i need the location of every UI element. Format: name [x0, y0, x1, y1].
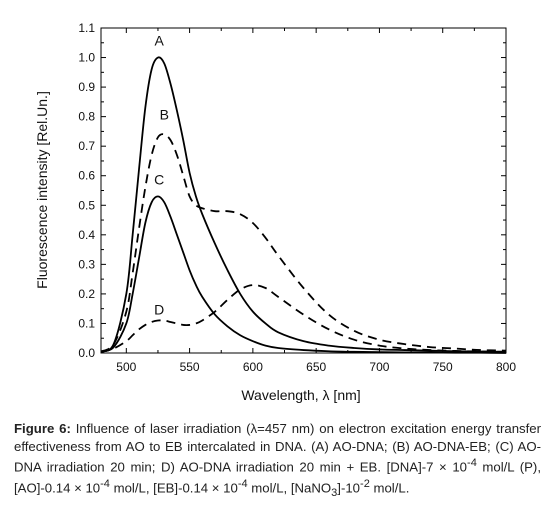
- fluorescence-chart: 500 550 600 650 700 750 800 0.0 0.1 0.2 0.3 0.4 0.5 0…: [34, 21, 516, 403]
- tick-labels: 500 550 600 650 700 750 800 0.0 0.1 0.2 0.3 0.4 0.5 0…: [78, 21, 516, 374]
- curve-label-a: A: [155, 33, 165, 49]
- x-tick-label: 700: [369, 360, 389, 374]
- series-line-b: [100, 133, 507, 353]
- y-tick-label: 0.4: [78, 228, 95, 242]
- y-tick-label: 0.3: [78, 257, 95, 271]
- caption-label: Figure 6:: [14, 421, 71, 436]
- caption-exponent: -4: [467, 457, 477, 469]
- curve-labels: A B C D: [154, 33, 169, 318]
- x-tick-label: 800: [496, 360, 516, 374]
- caption-text: mol/L, [EB]-0.14 × 10: [109, 480, 238, 496]
- x-tick-label: 500: [116, 360, 136, 374]
- series-line-c: [100, 195, 507, 354]
- series-lines: [100, 56, 507, 354]
- y-tick-label: 0.1: [78, 316, 95, 330]
- caption-text: mol/L.: [369, 480, 410, 496]
- caption-text: ]-10: [337, 480, 361, 496]
- caption-text: Influence of laser irradiation (λ=457 nm…: [14, 421, 542, 475]
- x-axis-title: Wavelength, λ [nm]: [241, 387, 360, 403]
- y-tick-label: 1.1: [78, 21, 95, 35]
- caption-exponent: -4: [237, 477, 248, 490]
- x-tick-label: 750: [433, 360, 453, 374]
- figure-caption: Figure 6: Influence of laser irradiation…: [14, 420, 541, 502]
- y-tick-label: 0.0: [78, 346, 95, 360]
- x-tick-label: 600: [243, 360, 263, 374]
- caption-text: mol/L (P), [AO]-0.14 × 10: [14, 459, 541, 496]
- curve-label-d: D: [154, 302, 164, 318]
- y-tick-label: 0.2: [78, 287, 95, 301]
- y-axis-title: Fluorescence intensity [Rel.Un.]: [34, 91, 50, 289]
- caption-exponent: -4: [100, 477, 110, 490]
- curve-label-b: B: [160, 107, 169, 123]
- x-tick-label: 650: [306, 360, 326, 374]
- y-tick-label: 1.0: [78, 51, 95, 65]
- y-tick-label: 0.8: [78, 110, 95, 124]
- curve-label-c: C: [154, 172, 164, 188]
- x-tick-label: 550: [180, 360, 200, 374]
- series-line-a: [100, 56, 507, 353]
- y-tick-label: 0.6: [78, 169, 95, 183]
- caption-subscript: 3: [331, 486, 338, 499]
- caption-text: mol/L, [NaNO: [247, 480, 332, 496]
- caption-exponent: -2: [360, 477, 370, 490]
- y-tick-label: 0.7: [78, 139, 95, 153]
- series-line-d: [100, 284, 507, 353]
- y-tick-label: 0.5: [78, 198, 95, 212]
- y-tick-label: 0.9: [78, 80, 95, 94]
